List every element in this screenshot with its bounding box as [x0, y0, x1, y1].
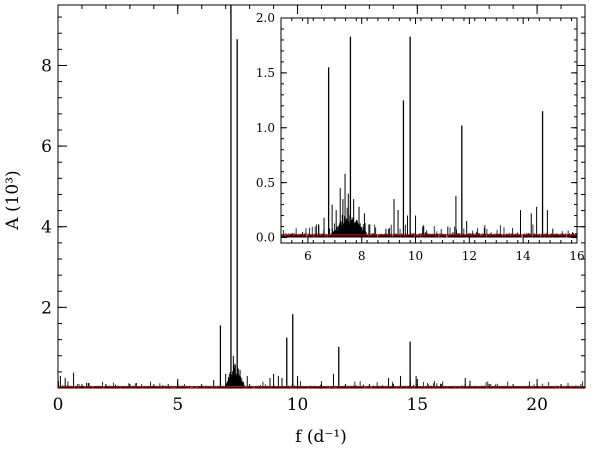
x-tick-label: 12	[462, 249, 477, 263]
x-axis-title: f (d⁻¹)	[295, 427, 347, 447]
y-tick-label: 8	[41, 56, 52, 76]
x-tick-label: 0	[53, 395, 64, 415]
y-tick-label: 1.0	[256, 121, 275, 135]
x-tick-label: 16	[569, 249, 584, 263]
x-tick-label: 10	[408, 249, 423, 263]
y-tick-label: 0.0	[256, 231, 275, 245]
main-panel: 0 5 10 15 20 2 4 6 8 f (d⁻¹) A (10³)	[3, 4, 586, 447]
x-tick-label: 8	[358, 249, 366, 263]
x-tick-label: 20	[526, 395, 548, 415]
x-tick-label: 14	[516, 249, 532, 263]
main-axis-ticks: 0 5 10 15 20 2 4 6 8	[41, 5, 586, 415]
y-tick-label: 0.5	[256, 176, 275, 190]
inset-spectrum-series	[280, 36, 578, 238]
y-axis-title: A (10³)	[3, 170, 23, 230]
inset-panel: 6 8 10 12 14 16 0.0 0.5 1.0 1.5 2.0	[256, 11, 585, 263]
y-tick-label: 1.5	[256, 66, 275, 80]
x-tick-label: 6	[304, 249, 312, 263]
x-tick-label: 10	[287, 395, 309, 415]
inset-background	[281, 18, 577, 243]
y-tick-label: 2	[41, 298, 52, 318]
inset-plot-frame	[280, 17, 578, 244]
x-tick-label: 5	[172, 395, 183, 415]
main-plot-frame	[57, 4, 586, 389]
y-tick-label: 6	[41, 137, 52, 157]
y-tick-label: 4	[41, 218, 52, 238]
y-tick-label: 2.0	[256, 11, 275, 25]
x-tick-label: 15	[406, 395, 428, 415]
